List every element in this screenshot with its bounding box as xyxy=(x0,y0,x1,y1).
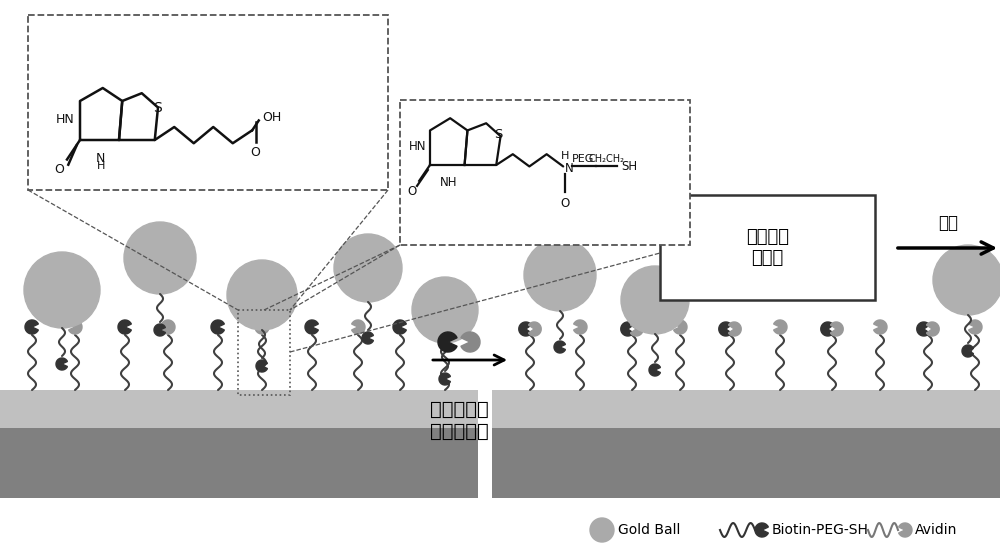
Wedge shape xyxy=(719,322,732,336)
Wedge shape xyxy=(256,320,269,334)
Text: Avidin: Avidin xyxy=(915,523,957,537)
Circle shape xyxy=(124,222,196,294)
Circle shape xyxy=(621,266,689,334)
Text: SH: SH xyxy=(621,160,637,173)
Wedge shape xyxy=(256,360,267,372)
Wedge shape xyxy=(821,322,834,336)
Text: O: O xyxy=(55,163,64,176)
Wedge shape xyxy=(728,322,741,336)
Text: S: S xyxy=(154,100,162,114)
Wedge shape xyxy=(874,320,887,334)
Wedge shape xyxy=(630,322,643,336)
Wedge shape xyxy=(162,320,175,334)
Text: O: O xyxy=(408,185,417,198)
Bar xyxy=(660,195,875,300)
Text: O: O xyxy=(251,147,260,160)
Text: HN: HN xyxy=(56,113,75,126)
Text: H: H xyxy=(97,161,105,171)
Wedge shape xyxy=(362,332,373,344)
Text: N: N xyxy=(96,152,105,165)
Circle shape xyxy=(334,234,402,302)
Text: HN: HN xyxy=(409,140,426,153)
Wedge shape xyxy=(755,523,768,537)
Wedge shape xyxy=(649,364,660,376)
Bar xyxy=(492,428,1000,498)
Text: CH₂CH₂: CH₂CH₂ xyxy=(588,154,624,164)
Wedge shape xyxy=(439,373,450,385)
Wedge shape xyxy=(56,358,67,370)
Text: 未连接的
纳米球: 未连接的 纳米球 xyxy=(746,228,789,267)
Wedge shape xyxy=(439,320,452,334)
Wedge shape xyxy=(674,320,687,334)
Wedge shape xyxy=(830,322,843,336)
Wedge shape xyxy=(154,324,165,336)
Text: S: S xyxy=(494,128,503,141)
Text: H: H xyxy=(561,151,570,161)
Text: 冲洗: 冲洗 xyxy=(938,214,958,232)
Circle shape xyxy=(933,245,1000,315)
Wedge shape xyxy=(574,320,587,334)
Wedge shape xyxy=(528,322,541,336)
Wedge shape xyxy=(917,322,930,336)
Text: OH: OH xyxy=(262,110,281,124)
Text: Gold Ball: Gold Ball xyxy=(618,523,680,537)
Wedge shape xyxy=(519,322,532,336)
Text: 生物素和亲
和素的结合: 生物素和亲 和素的结合 xyxy=(430,400,489,441)
Wedge shape xyxy=(118,320,131,334)
Bar xyxy=(0,390,478,428)
Text: N: N xyxy=(565,162,574,175)
Wedge shape xyxy=(211,320,224,334)
Wedge shape xyxy=(438,332,457,352)
Wedge shape xyxy=(969,320,982,334)
Circle shape xyxy=(524,239,596,311)
Bar xyxy=(0,428,478,498)
Wedge shape xyxy=(25,320,38,334)
Circle shape xyxy=(412,277,478,343)
Wedge shape xyxy=(926,322,939,336)
Text: Biotin-PEG-SH: Biotin-PEG-SH xyxy=(772,523,869,537)
Text: PEG: PEG xyxy=(572,154,595,164)
Wedge shape xyxy=(774,320,787,334)
Wedge shape xyxy=(305,320,318,334)
Text: NH: NH xyxy=(440,176,457,189)
Wedge shape xyxy=(621,322,634,336)
Wedge shape xyxy=(69,320,82,334)
Bar xyxy=(400,100,690,245)
Bar xyxy=(238,310,290,395)
Wedge shape xyxy=(461,332,480,352)
Text: O: O xyxy=(561,196,570,210)
Wedge shape xyxy=(554,341,565,353)
Wedge shape xyxy=(899,523,912,537)
Circle shape xyxy=(227,260,297,330)
Wedge shape xyxy=(393,320,406,334)
Circle shape xyxy=(590,518,614,542)
Circle shape xyxy=(24,252,100,328)
Wedge shape xyxy=(962,345,973,357)
Wedge shape xyxy=(352,320,365,334)
Bar xyxy=(492,390,1000,428)
Bar xyxy=(28,15,388,190)
